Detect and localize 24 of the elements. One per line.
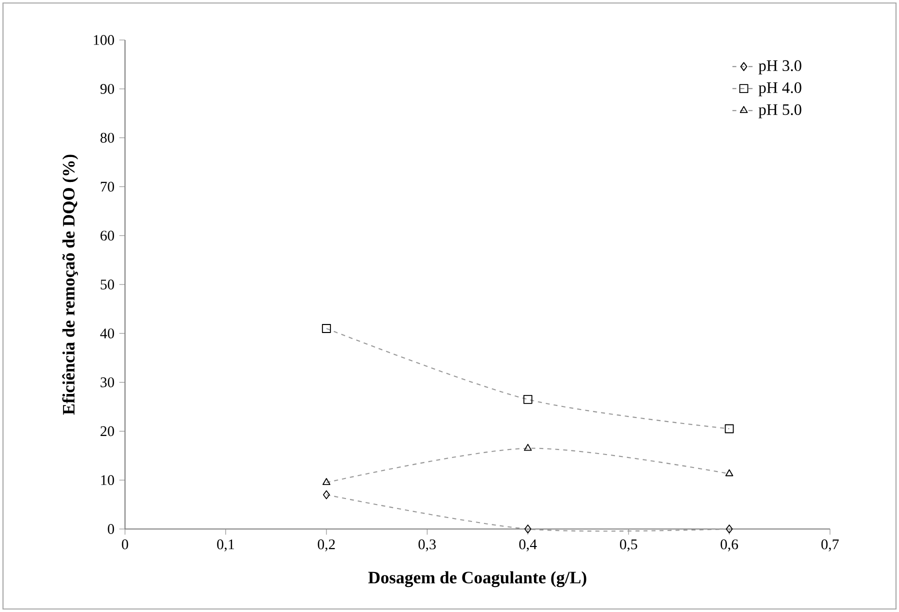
x-tick-label: 0,3 <box>418 539 436 552</box>
y-tick-label: 20 <box>100 426 114 436</box>
x-axis-title: Dosagem de Coagulante (g/L) <box>368 571 586 588</box>
x-tick-label: 0,4 <box>519 539 537 552</box>
x-tick-label: 0,5 <box>620 539 638 552</box>
y-tick-label: 70 <box>100 182 114 192</box>
y-tick-label: 30 <box>100 377 114 388</box>
y-tick-label: 40 <box>100 328 114 338</box>
y-tick-label: 100 <box>94 35 114 45</box>
y-tick-label: 80 <box>100 132 114 143</box>
y-axis-title: Eficiência de remoçaõ de DQO (%) <box>62 154 78 415</box>
y-tick-label: 10 <box>101 475 114 486</box>
y-tick-label: 0 <box>108 524 114 534</box>
y-tick-label: 60 <box>100 230 114 241</box>
x-tick-label: 0 <box>122 539 128 550</box>
x-tick-label: 0,1 <box>217 539 234 552</box>
legend-label: pH 5.0 <box>758 104 802 118</box>
x-tick-label: 0,7 <box>821 539 839 552</box>
y-tick-label: 90 <box>100 84 114 94</box>
legend-label: pH 4.0 <box>758 82 802 96</box>
x-tick-label: 0,2 <box>318 539 335 552</box>
legend-label: pH 3.0 <box>758 60 802 74</box>
y-tick-label: 50 <box>100 280 114 290</box>
x-tick-label: 0,6 <box>720 539 738 552</box>
